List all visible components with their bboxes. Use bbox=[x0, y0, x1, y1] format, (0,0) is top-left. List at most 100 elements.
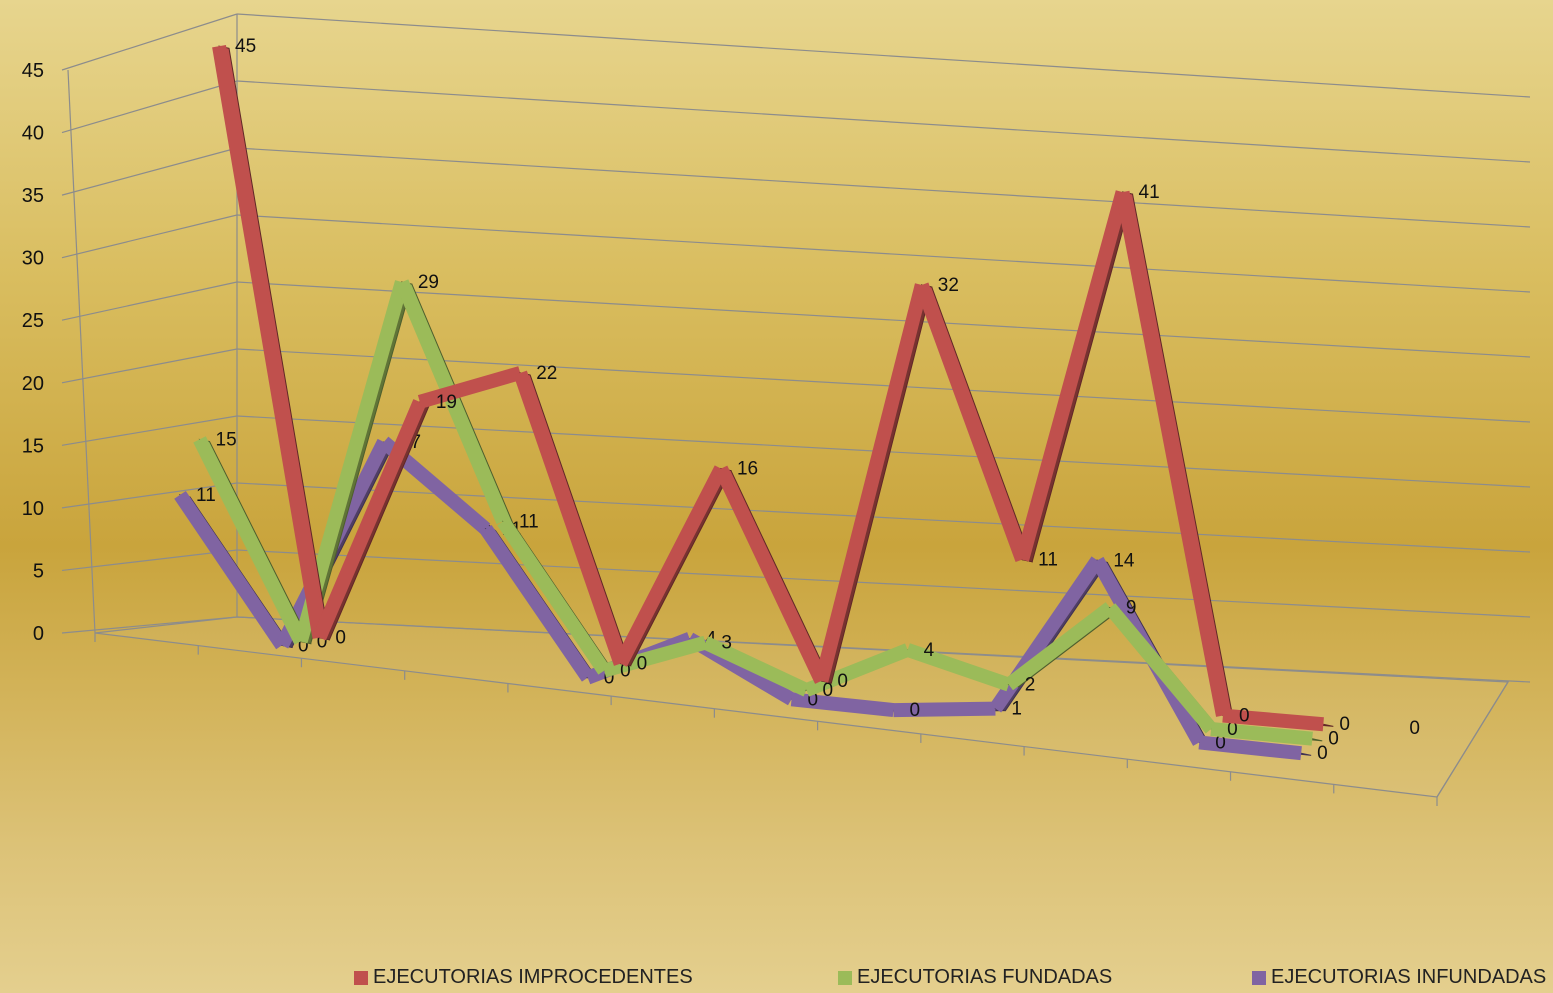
legend: EJECUTORIAS IMPROCEDENTES EJECUTORIAS FU… bbox=[0, 962, 1553, 993]
gridline-back bbox=[236, 214, 1531, 293]
data-label: 0 bbox=[637, 654, 648, 675]
y-tick-label: 0 bbox=[33, 623, 44, 645]
series-line-0 bbox=[1015, 190, 1130, 562]
legend-swatch bbox=[838, 970, 852, 985]
chart-svg: 0510152025303540451101711040011400150291… bbox=[22, 13, 1531, 806]
legend-item-improcedentes: EJECUTORIAS IMPROCEDENTES bbox=[354, 966, 693, 989]
gridline-side bbox=[61, 415, 238, 446]
data-label: 0 bbox=[1317, 743, 1328, 764]
data-label: 0 bbox=[1227, 719, 1238, 740]
data-label: 0 bbox=[909, 700, 920, 721]
data-label: 0 bbox=[808, 689, 819, 710]
gridline-back bbox=[236, 482, 1531, 553]
series-line-2 bbox=[1198, 735, 1302, 761]
y-axis-line bbox=[67, 69, 96, 634]
data-label: 0 bbox=[822, 680, 833, 701]
series-line-1 bbox=[702, 636, 810, 697]
data-label: 3 bbox=[721, 633, 732, 654]
series-line-0 bbox=[614, 465, 728, 667]
legend-label: EJECUTORIAS INFUNDADAS bbox=[1271, 966, 1547, 988]
series-line-0 bbox=[714, 465, 828, 684]
data-label: 45 bbox=[235, 36, 256, 57]
data-label: 0 bbox=[298, 635, 309, 656]
series-line-0 bbox=[1115, 190, 1230, 717]
data-label: 4 bbox=[924, 640, 935, 661]
data-label: 0 bbox=[1215, 732, 1226, 753]
y-tick-label: 10 bbox=[22, 498, 44, 520]
series-line-0 bbox=[1222, 708, 1324, 732]
gridline-back bbox=[236, 549, 1531, 618]
data-label: 16 bbox=[737, 459, 758, 480]
y-tick-label: 5 bbox=[33, 560, 44, 582]
data-label: 11 bbox=[1038, 550, 1058, 571]
series-line-0 bbox=[814, 283, 929, 683]
legend-item-infundadas: EJECUTORIAS INFUNDADAS bbox=[1252, 966, 1546, 989]
y-tick-label: 40 bbox=[22, 123, 44, 145]
data-label: 29 bbox=[418, 272, 439, 293]
series-line-1 bbox=[1104, 603, 1217, 734]
data-label: 0 bbox=[1239, 706, 1250, 727]
data-label: 14 bbox=[1113, 550, 1135, 571]
data-label: 0 bbox=[1339, 714, 1350, 735]
data-label: 15 bbox=[216, 429, 237, 450]
gridline-side bbox=[61, 348, 238, 384]
series-line-0 bbox=[417, 366, 523, 409]
legend-swatch bbox=[1252, 970, 1266, 985]
gridline-side bbox=[61, 281, 238, 321]
data-label: 32 bbox=[938, 275, 959, 296]
series-line-1 bbox=[497, 517, 610, 675]
gridline-side bbox=[61, 214, 238, 259]
series-line-0 bbox=[915, 282, 1029, 563]
data-label: 1 bbox=[1011, 699, 1022, 720]
series-line-1 bbox=[193, 436, 307, 645]
series-line-1 bbox=[1210, 722, 1313, 746]
floor-right-edge bbox=[1436, 681, 1509, 798]
gridline-side bbox=[61, 482, 238, 509]
data-label: 0 bbox=[1409, 718, 1420, 739]
series-line-0 bbox=[312, 399, 427, 641]
data-label: 11 bbox=[196, 485, 216, 506]
legend-item-fundadas: EJECUTORIAS FUNDADAS bbox=[838, 966, 1112, 989]
data-label: 11 bbox=[519, 511, 539, 532]
series-line-1 bbox=[803, 643, 911, 697]
gridline-back bbox=[236, 13, 1531, 98]
y-tick-label: 25 bbox=[22, 310, 44, 332]
series-line-1 bbox=[395, 279, 510, 525]
series-line-1 bbox=[905, 643, 1012, 692]
y-tick-label: 20 bbox=[22, 373, 44, 395]
series-line-2 bbox=[480, 524, 594, 682]
gridline-side bbox=[61, 80, 238, 134]
series-line-2 bbox=[790, 692, 895, 718]
data-label: 0 bbox=[604, 668, 615, 689]
y-tick-label: 45 bbox=[22, 60, 44, 82]
data-label: 41 bbox=[1139, 182, 1160, 203]
gridline-back bbox=[236, 281, 1531, 358]
gridline-back bbox=[236, 147, 1531, 228]
gridline-back bbox=[236, 80, 1531, 163]
series-line-1 bbox=[602, 635, 708, 678]
gridline-back bbox=[236, 616, 1531, 683]
y-tick-label: 15 bbox=[22, 435, 44, 457]
gridline-side bbox=[61, 616, 238, 634]
data-label: 0 bbox=[1328, 729, 1339, 750]
data-label: 0 bbox=[317, 632, 328, 653]
gridline-side bbox=[61, 147, 238, 196]
legend-label: EJECUTORIAS IMPROCEDENTES bbox=[373, 966, 693, 988]
y-tick-label: 30 bbox=[22, 248, 44, 270]
series-line-0 bbox=[212, 45, 327, 639]
data-label: 9 bbox=[1126, 598, 1137, 619]
series-line-1 bbox=[1004, 602, 1115, 691]
legend-swatch bbox=[354, 970, 368, 985]
series-line-2 bbox=[174, 490, 288, 650]
data-label: 2 bbox=[1025, 675, 1036, 696]
gridline-side bbox=[61, 549, 238, 572]
series-line-0 bbox=[513, 370, 628, 666]
data-label: 0 bbox=[335, 628, 346, 649]
data-label: 19 bbox=[436, 392, 457, 413]
series-line-2 bbox=[893, 701, 996, 718]
y-tick-label: 35 bbox=[22, 185, 44, 207]
data-label: 22 bbox=[536, 363, 557, 384]
data-label: 0 bbox=[620, 661, 631, 682]
legend-label: EJECUTORIAS FUNDADAS bbox=[857, 966, 1113, 988]
